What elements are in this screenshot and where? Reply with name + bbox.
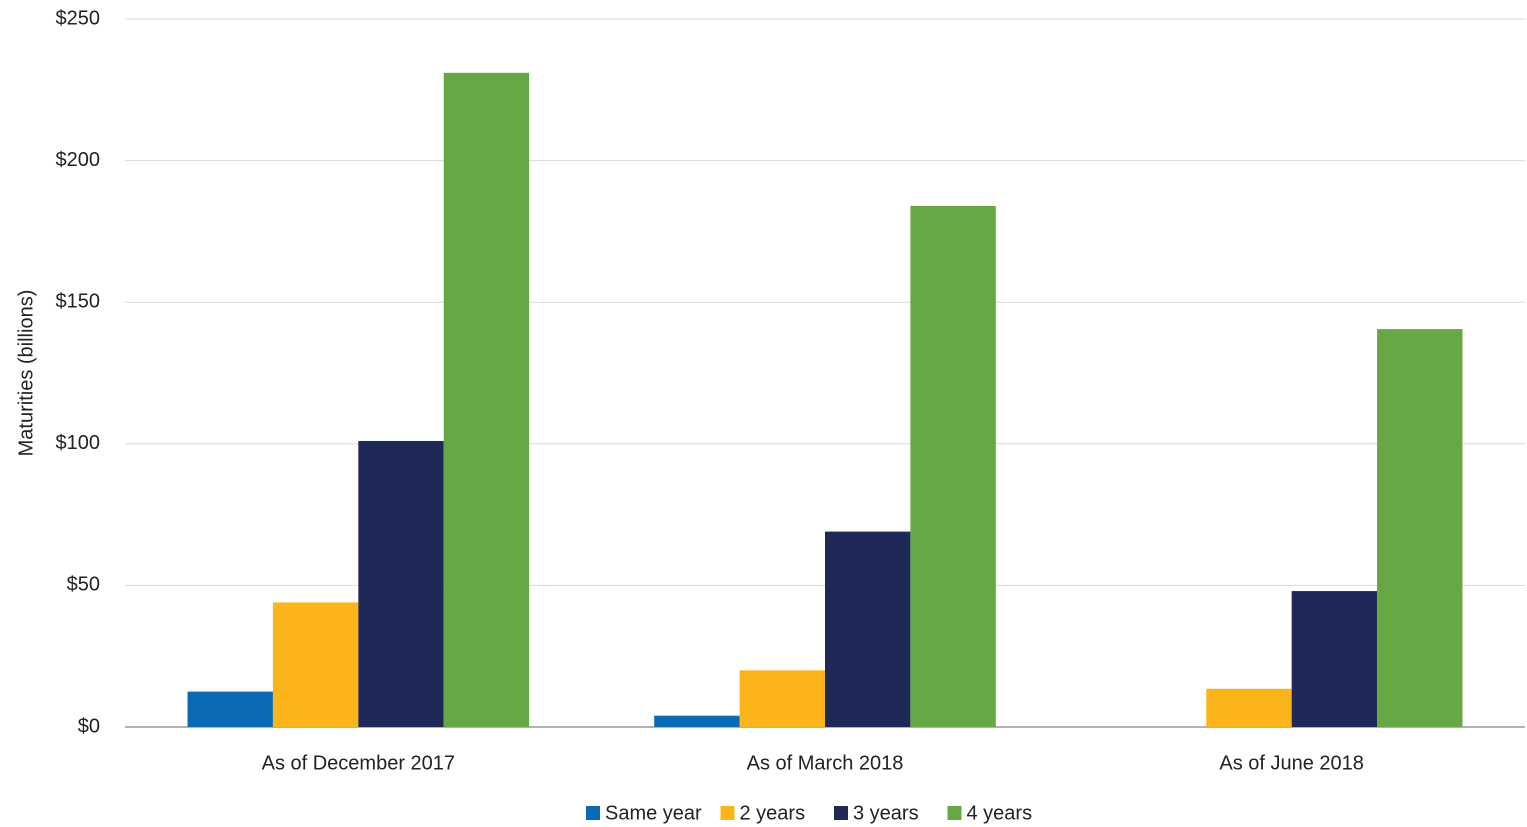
legend-swatch xyxy=(947,806,962,820)
legend-label: 3 years xyxy=(853,802,919,824)
y-tick-label: $200 xyxy=(56,149,101,171)
bar xyxy=(654,715,740,727)
legend-swatch xyxy=(834,806,848,820)
y-tick-label: $100 xyxy=(56,432,101,454)
bar xyxy=(1377,329,1463,727)
x-tick-label: As of March 2018 xyxy=(747,752,904,774)
y-tick-label: $0 xyxy=(78,715,100,737)
bar xyxy=(358,440,444,727)
y-tick-label: $50 xyxy=(67,574,100,596)
legend-label: 4 years xyxy=(967,802,1033,824)
bar xyxy=(1291,591,1378,727)
y-axis-label: Maturities (billions) xyxy=(15,290,37,457)
bar xyxy=(187,691,273,727)
y-tick-label: $250 xyxy=(56,7,101,29)
x-tick-label: As of June 2018 xyxy=(1219,752,1364,774)
legend-label: Same year xyxy=(605,802,702,824)
y-tick-label: $150 xyxy=(56,290,101,312)
legend-swatch xyxy=(586,806,600,820)
legend-swatch xyxy=(720,806,735,820)
x-tick-label: As of December 2017 xyxy=(262,752,455,774)
bar xyxy=(1206,688,1292,727)
bar xyxy=(272,602,359,727)
bar xyxy=(825,531,911,727)
bar xyxy=(739,670,825,727)
bar xyxy=(443,72,530,728)
legend-label: 2 years xyxy=(740,802,806,824)
bar xyxy=(910,205,996,728)
